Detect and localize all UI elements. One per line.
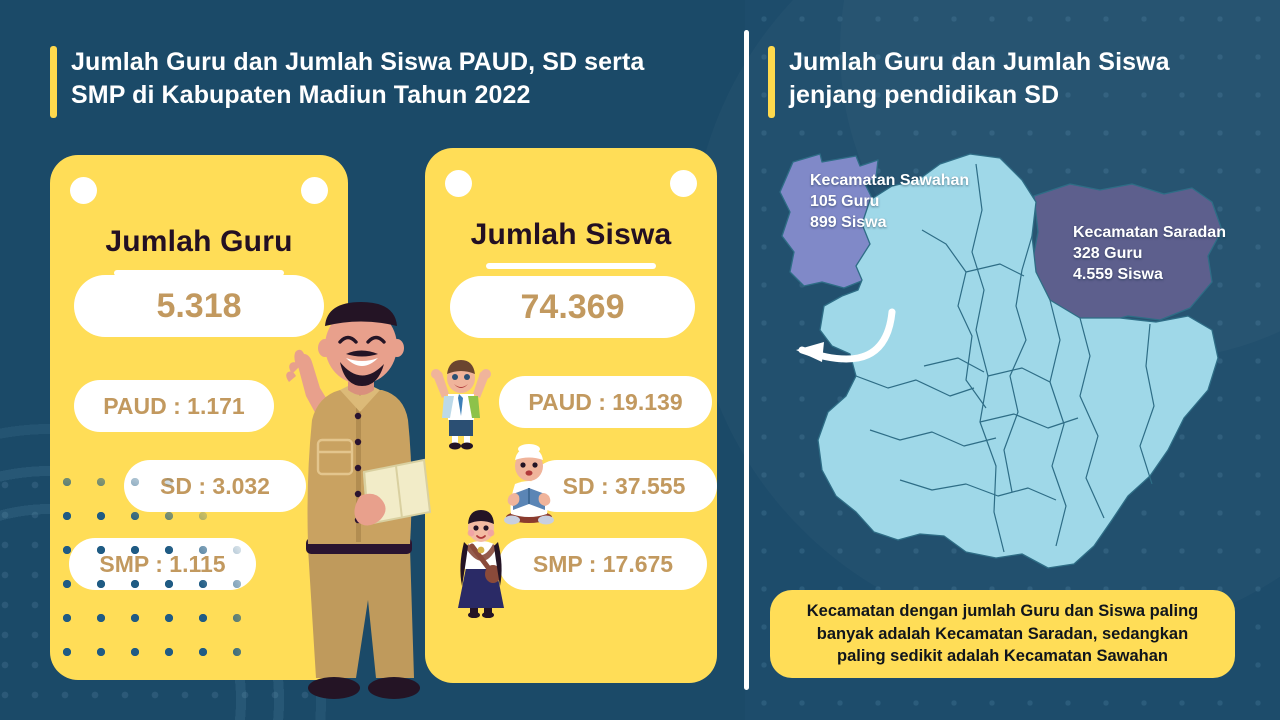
map-kabupaten-madiun[interactable] [760,140,1260,580]
stat-guru-paud: PAUD : 1.171 [74,380,274,432]
stat-card-jumlah-siswa: Jumlah Siswa 74.369 PAUD : 19.139 SD : 3… [425,148,717,683]
card-notch-right-icon [670,170,697,197]
stat-siswa-sd: SD : 37.555 [531,460,717,512]
card-notch-right-icon [301,177,328,204]
vertical-divider [744,30,749,690]
card-dot-pattern [50,465,265,680]
title-accent-bar-right [768,46,775,118]
card-title-jumlah-guru: Jumlah Guru [105,225,293,258]
student-cheering-illustration [431,360,491,450]
stat-siswa-smp: SMP : 17.675 [499,538,707,590]
stat-total-siswa: 74.369 [450,276,695,338]
card-title-underline [114,270,284,276]
card-notch-left-icon [70,177,97,204]
student-reading-illustration [504,444,554,525]
map-label-sawahan: Kecamatan Sawahan 105 Guru 899 Siswa [810,172,970,232]
card-title-jumlah-siswa: Jumlah Siswa [470,218,672,251]
caption-text: Kecamatan dengan jumlah Guru dan Siswa p… [806,601,1199,666]
map-pointer-arrowhead [796,342,824,362]
stat-siswa-paud: PAUD : 19.139 [499,376,712,428]
stat-total-guru: 5.318 [74,275,324,337]
map-summary-caption: Kecamatan dengan jumlah Guru dan Siswa p… [770,590,1235,678]
title-accent-bar-left [50,46,57,118]
map-svg [779,153,1223,569]
stat-card-jumlah-guru: Jumlah Guru 5.318 PAUD : 1.171 SD : 3.03… [50,155,348,680]
card-notch-left-icon [445,170,472,197]
title-text-left: Jumlah Guru dan Jumlah Siswa PAUD, SD se… [71,48,645,109]
title-text-right: Jumlah Guru dan Jumlah Siswa jenjang pen… [789,48,1170,109]
card-title-underline [486,263,656,269]
student-girl-illustration [458,510,504,618]
map-region-main-body [817,153,1219,569]
page-title-right: Jumlah Guru dan Jumlah Siswa jenjang pen… [768,46,1238,118]
teacher-illustration [286,302,432,699]
page-title-left: Jumlah Guru dan Jumlah Siswa PAUD, SD se… [50,46,730,118]
map-label-saradan: Kecamatan Saradan 328 Guru 4.559 Siswa [1073,224,1226,284]
